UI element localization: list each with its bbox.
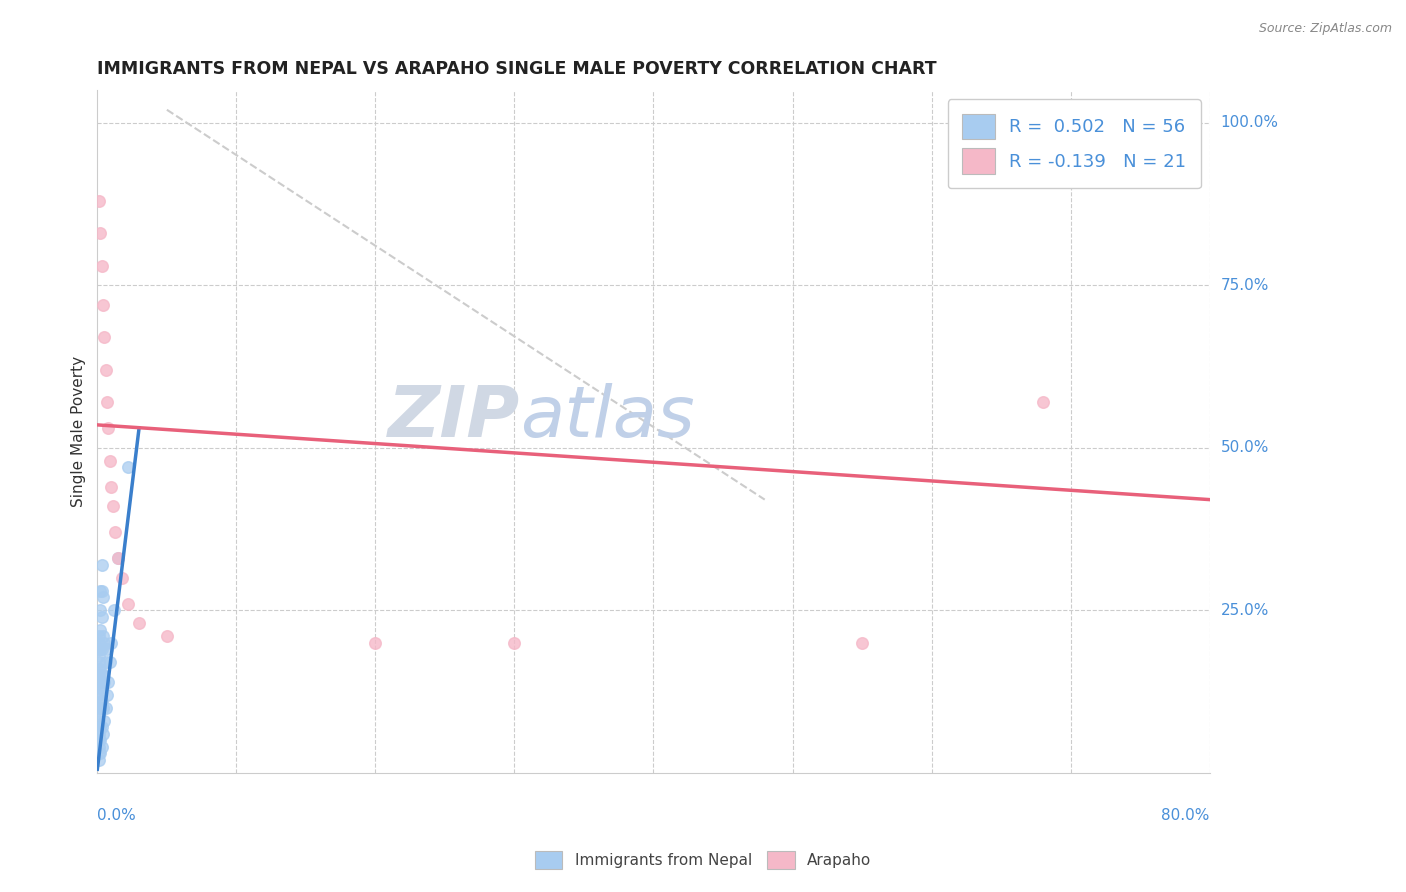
Point [107, 551, 129, 566]
Text: 50.0%: 50.0% [1220, 440, 1270, 455]
Point [89, 623, 111, 637]
Point [117, 597, 139, 611]
Point [87, 642, 110, 657]
Point [87, 668, 110, 682]
Point [364, 635, 387, 649]
Point [90, 583, 112, 598]
Point [89, 681, 111, 695]
Point [96, 688, 118, 702]
Point [90, 720, 112, 734]
Point [128, 615, 150, 630]
Point [94, 362, 117, 376]
Point [90, 668, 112, 682]
Point [90, 694, 112, 708]
Point [117, 460, 139, 475]
Point [90, 558, 112, 572]
Text: 100.0%: 100.0% [1220, 115, 1278, 130]
Point [87, 726, 110, 740]
Point [91, 668, 114, 682]
Point [100, 635, 122, 649]
Point [91, 298, 114, 312]
Point [93, 674, 115, 689]
Point [87, 688, 110, 702]
Point [89, 733, 111, 747]
Point [89, 700, 111, 714]
Point [90, 609, 112, 624]
Point [94, 700, 117, 714]
Text: 75.0%: 75.0% [1220, 277, 1270, 293]
Text: 80.0%: 80.0% [1161, 808, 1209, 823]
Point [89, 603, 111, 617]
Point [156, 629, 179, 643]
Point [87, 681, 110, 695]
Point [91, 590, 114, 604]
Point [94, 655, 117, 669]
Text: 25.0%: 25.0% [1220, 603, 1270, 617]
Point [851, 635, 873, 649]
Y-axis label: Single Male Poverty: Single Male Poverty [72, 356, 86, 507]
Point [91, 629, 114, 643]
Text: IMMIGRANTS FROM NEPAL VS ARAPAHO SINGLE MALE POVERTY CORRELATION CHART: IMMIGRANTS FROM NEPAL VS ARAPAHO SINGLE … [97, 60, 936, 78]
Point [90, 739, 112, 754]
Point [87, 739, 110, 754]
Point [90, 259, 112, 273]
Point [87, 700, 110, 714]
Text: Source: ZipAtlas.com: Source: ZipAtlas.com [1258, 22, 1392, 36]
Point [87, 746, 110, 760]
Point [101, 499, 124, 513]
Point [89, 226, 111, 240]
Point [87, 694, 110, 708]
Point [93, 330, 115, 344]
Point [100, 480, 122, 494]
Text: 0.0%: 0.0% [97, 808, 136, 823]
Point [87, 194, 110, 208]
Point [87, 655, 110, 669]
Legend: R =  0.502   N = 56, R = -0.139   N = 21: R = 0.502 N = 56, R = -0.139 N = 21 [948, 99, 1201, 188]
Point [103, 603, 125, 617]
Point [97, 421, 120, 435]
Point [93, 714, 115, 728]
Point [91, 726, 114, 740]
Point [87, 706, 110, 721]
Point [96, 395, 118, 409]
Point [96, 642, 118, 657]
Point [104, 525, 127, 540]
Point [1032, 395, 1054, 409]
Point [87, 661, 110, 675]
Point [89, 642, 111, 657]
Point [87, 733, 110, 747]
Point [89, 661, 111, 675]
Point [87, 720, 110, 734]
Point [87, 752, 110, 766]
Point [87, 635, 110, 649]
Point [90, 642, 112, 657]
Point [89, 720, 111, 734]
Point [107, 551, 129, 566]
Point [111, 571, 134, 585]
Point [87, 674, 110, 689]
Text: ZIP: ZIP [388, 384, 520, 452]
Point [91, 700, 114, 714]
Legend: Immigrants from Nepal, Arapaho: Immigrants from Nepal, Arapaho [529, 845, 877, 875]
Point [503, 635, 526, 649]
Point [89, 583, 111, 598]
Text: atlas: atlas [520, 384, 695, 452]
Point [87, 714, 110, 728]
Point [93, 635, 115, 649]
Point [87, 648, 110, 663]
Point [87, 629, 110, 643]
Point [89, 746, 111, 760]
Point [98, 453, 121, 467]
Point [98, 655, 121, 669]
Point [97, 674, 120, 689]
